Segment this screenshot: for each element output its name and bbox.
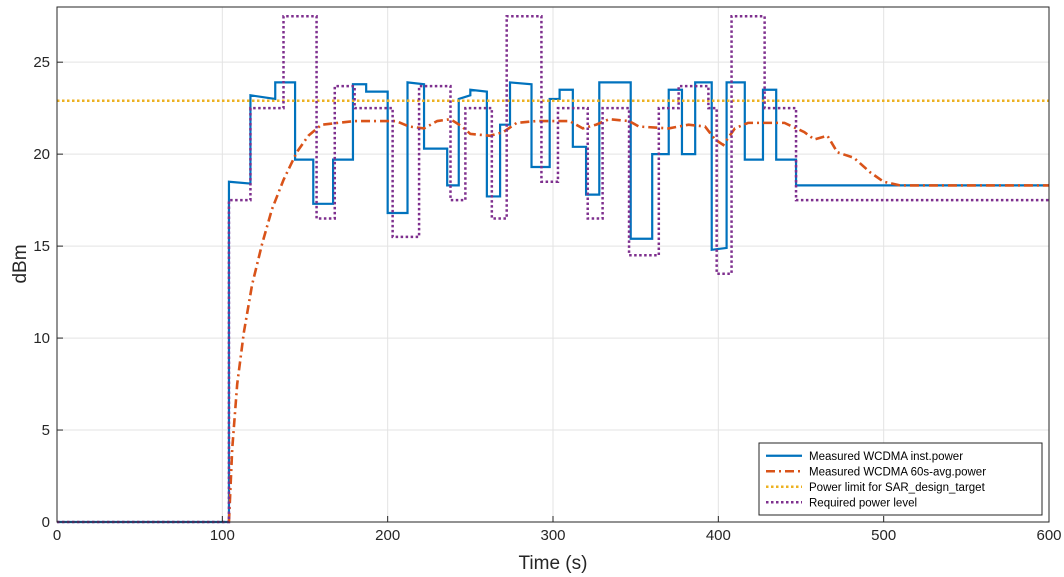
x-tick-label: 500 (871, 527, 896, 544)
legend-label: Power limit for SAR_design_target (809, 482, 986, 494)
series-line-measured-wcdma-inst-power (57, 81, 1049, 524)
x-tick-label: 100 (210, 527, 235, 544)
y-tick-label: 15 (33, 238, 50, 255)
legend: Measured WCDMA inst.power Measured WCDMA … (758, 442, 1043, 516)
x-tick-label: 600 (1036, 527, 1061, 544)
x-tick-label: 300 (540, 527, 565, 544)
y-tick-label: 25 (33, 54, 50, 71)
x-axis-title: Time (s) (519, 553, 588, 574)
ticks: 0 100 200 300 400 500 600 0 5 10 15 20 25 (33, 54, 1061, 544)
y-tick-label: 0 (42, 514, 50, 531)
grid (57, 7, 1049, 522)
legend-label: Required power level (809, 497, 917, 509)
legend-label: Measured WCDMA 60s-avg.power (809, 466, 986, 478)
series-line-measured-wcdma-60s-avg-power (227, 117, 1049, 523)
series-line-required-power-level (57, 14, 1049, 524)
y-tick-label: 10 (33, 330, 50, 347)
x-tick-label: 0 (53, 527, 61, 544)
x-tick-label: 200 (375, 527, 400, 544)
y-tick-label: 20 (33, 146, 50, 163)
legend-label: Measured WCDMA inst.power (809, 451, 963, 463)
legend-box (758, 442, 1043, 516)
x-tick-label: 400 (706, 527, 731, 544)
series-layer (57, 14, 1049, 524)
y-tick-label: 5 (42, 422, 50, 439)
y-axis-title: dBm (10, 244, 31, 283)
